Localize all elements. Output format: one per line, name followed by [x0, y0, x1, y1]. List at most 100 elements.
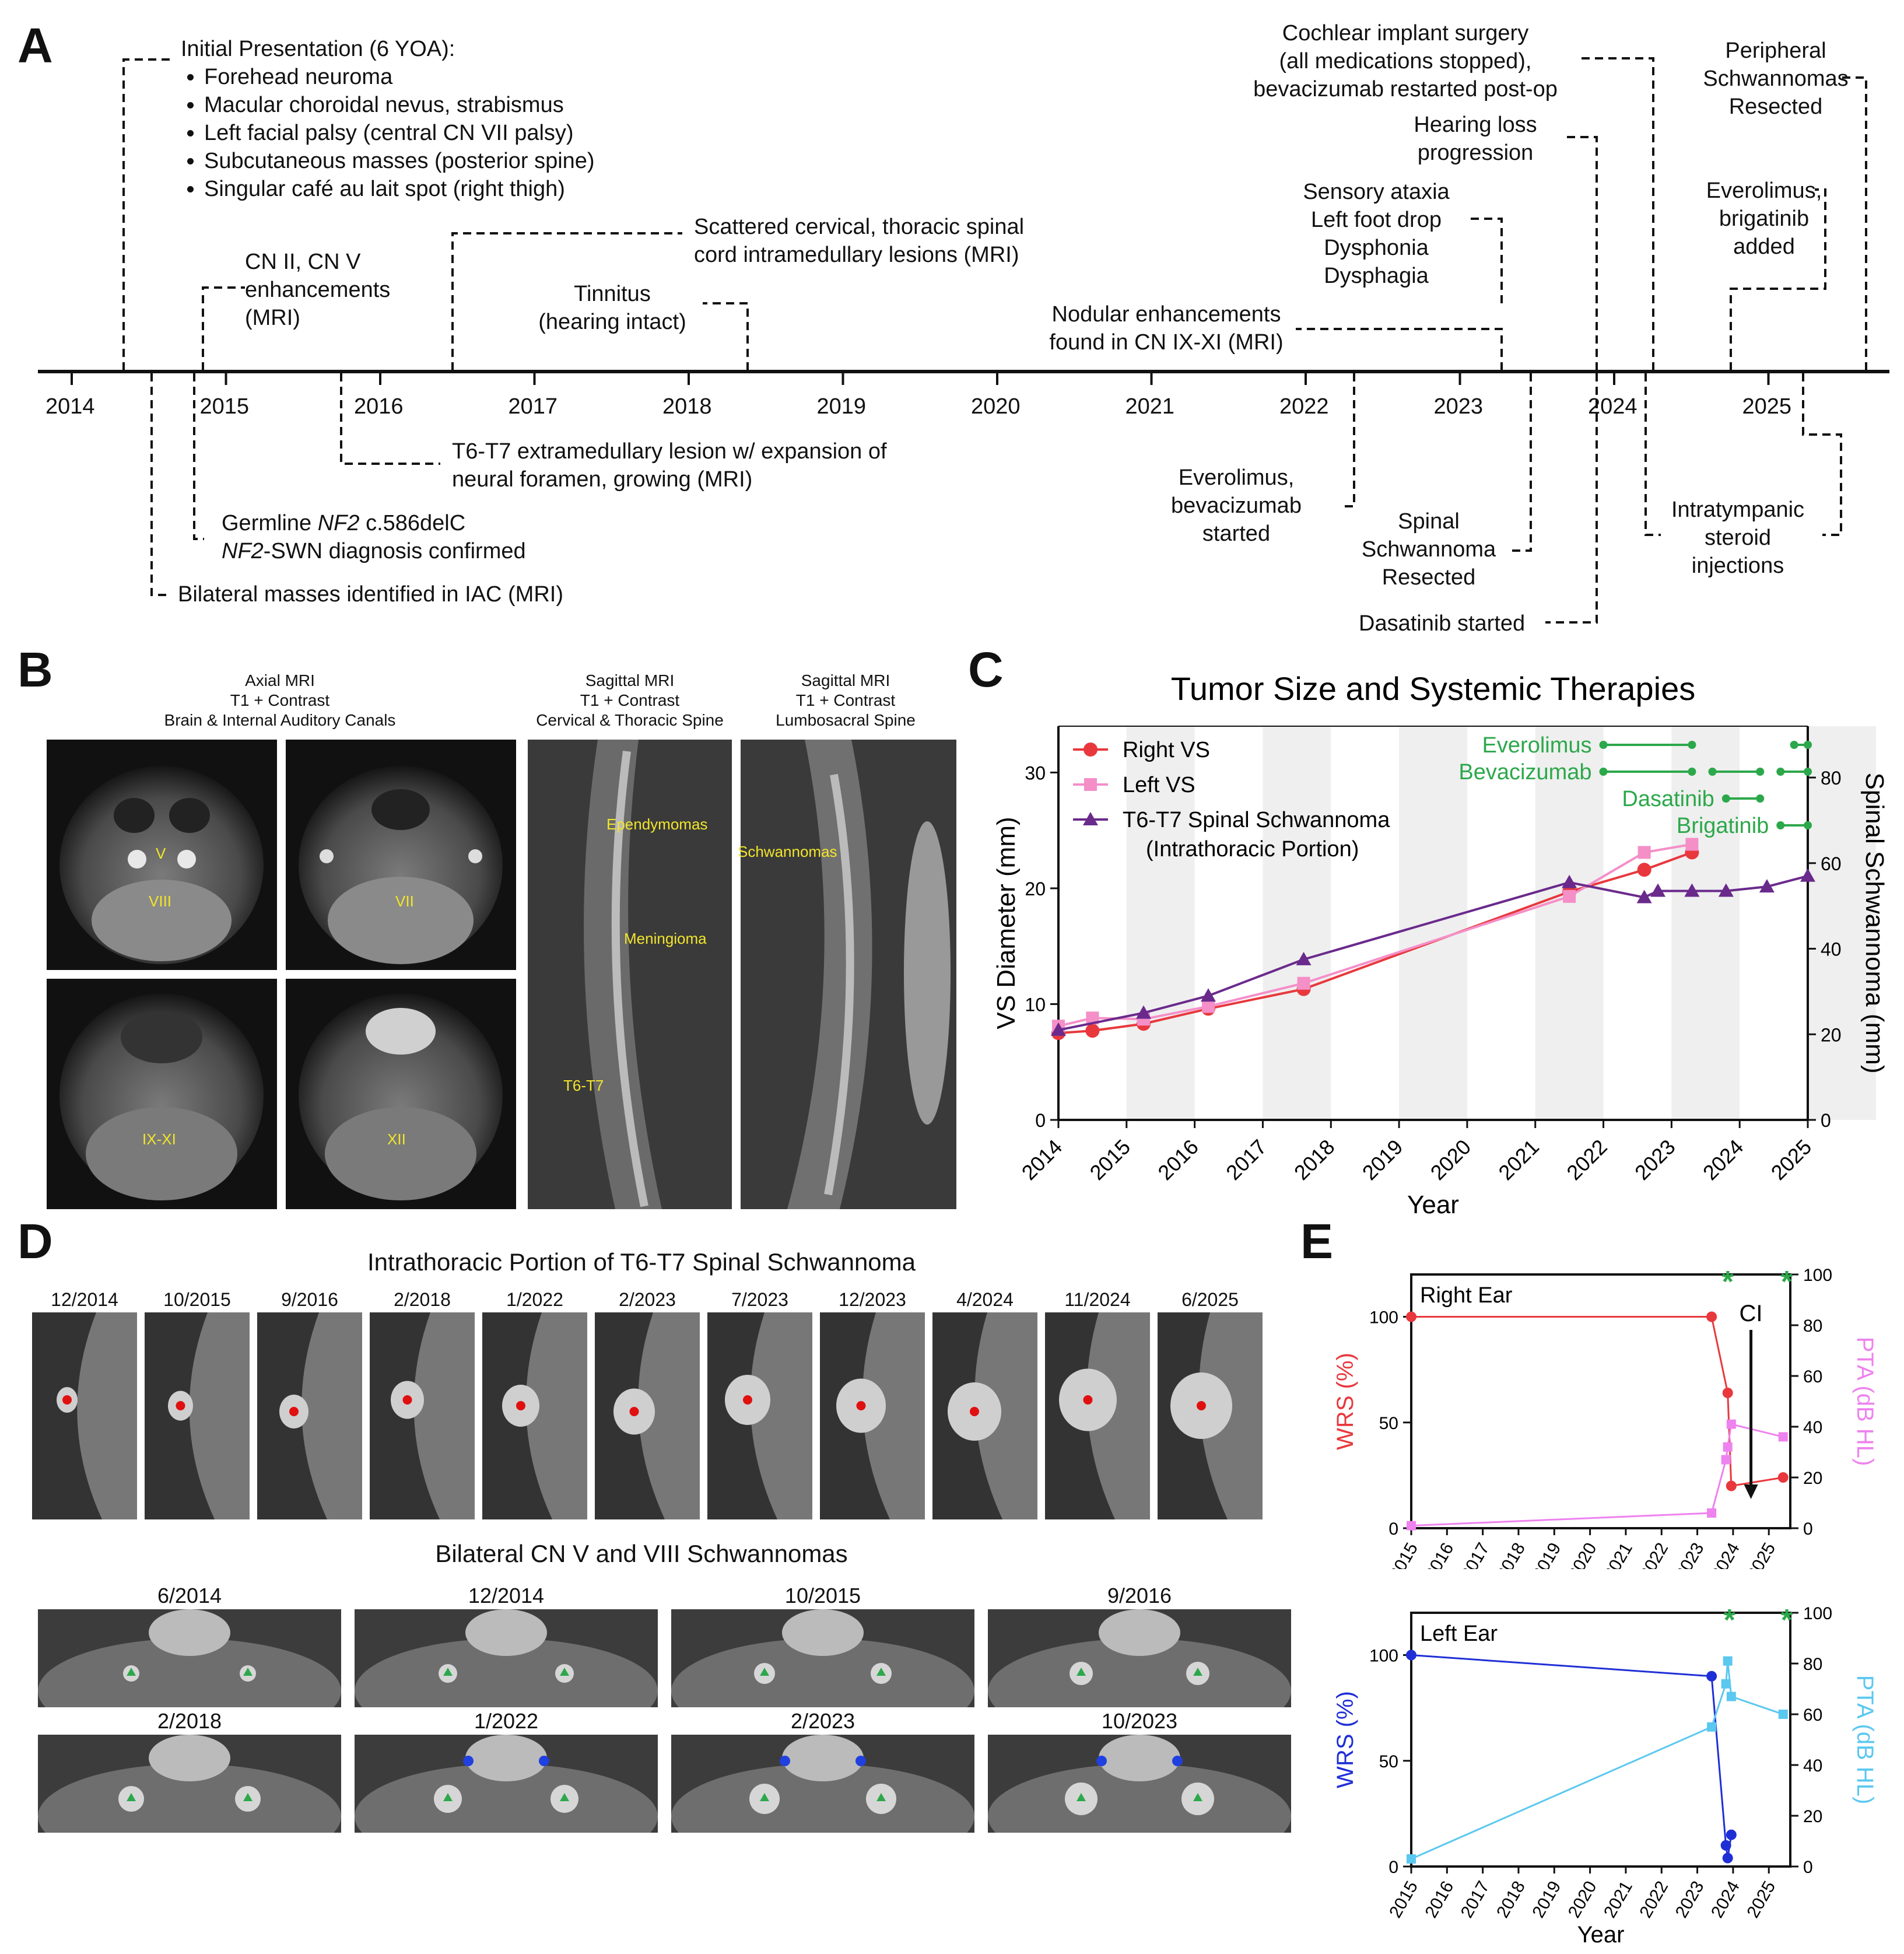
event-scattered-lesions: Scattered cervical, thoracic spinal cord…: [694, 213, 1024, 269]
tumor-marker: [516, 1401, 525, 1410]
x-tick-label: 2021: [1600, 1539, 1636, 1569]
text-span: -SWN diagnosis confirmed: [263, 539, 526, 563]
panel-d-title-cranial: Bilateral CN V and VIII Schwannomas: [435, 1540, 848, 1567]
tumor-marker: [1197, 1401, 1206, 1410]
data-point: [1636, 890, 1652, 904]
mri-caption-cervical: Sagittal MRI T1 + Contrast Cervical & Th…: [525, 671, 735, 730]
year-band: [1126, 726, 1195, 1120]
data-point: [1721, 1455, 1731, 1465]
x-tick-label: 2015: [1386, 1878, 1422, 1921]
cranial-scan-image: [988, 1735, 1291, 1833]
event-line: Nodular enhancements: [1051, 302, 1281, 327]
y-tick-label: 0: [1388, 1858, 1398, 1877]
y2-tick-label: 0: [1803, 1858, 1813, 1877]
event-line: Dysphagia: [1324, 264, 1429, 288]
scan-date: 9/2016: [281, 1289, 338, 1310]
event-intratympanic: Intratympanic steroid injections: [1656, 496, 1819, 580]
caption-line: T1 + Contrast: [230, 691, 330, 709]
data-point: [1777, 1472, 1789, 1483]
legend-label: T6-T7 Spinal Schwannoma: [1123, 808, 1390, 832]
caption-line: T1 + Contrast: [580, 691, 680, 709]
spinal-scan-image: [932, 1312, 1037, 1519]
data-point: [1085, 1024, 1100, 1038]
initial-item: Macular choroidal nevus, strabismus: [204, 91, 595, 119]
data-point: [1726, 1480, 1737, 1491]
y-axis-label: WRS (%): [1333, 1353, 1358, 1450]
x-tick-label: 2023: [1672, 1539, 1708, 1569]
spinal-scan-image: [1158, 1312, 1263, 1519]
label-schwannomas: Schwannomas: [738, 843, 837, 860]
event-line: Resected: [1381, 565, 1476, 590]
y2-tick-label: 40: [1821, 939, 1842, 960]
data-point: [1707, 1722, 1717, 1732]
tumor-marker: [970, 1407, 979, 1416]
x-tick-label: 2020: [1565, 1539, 1601, 1569]
scan-date: 6/2014: [157, 1584, 222, 1608]
mri-sagittal-cervical-image: [528, 740, 732, 1209]
caption-line: Cervical & Thoracic Spine: [536, 711, 724, 729]
event-line: brigatinib: [1719, 206, 1810, 231]
spinal-scan-image: [370, 1312, 475, 1519]
year-band: [1808, 726, 1876, 1120]
scan-date: 1/2022: [506, 1289, 563, 1310]
event-line: (hearing intact): [538, 310, 686, 334]
scan-date: 2/2023: [619, 1289, 676, 1310]
scan-date: 2/2018: [394, 1289, 451, 1310]
x-axis-label: Year: [1407, 1190, 1459, 1219]
event-sensory-ataxia: Sensory ataxia Left foot drop Dysphonia …: [1260, 178, 1493, 290]
event-nodular: Nodular enhancements found in CN IX-XI (…: [1032, 300, 1300, 356]
timeline-year: 2016: [354, 394, 404, 419]
ci-arrowhead: [1744, 1484, 1758, 1499]
caption-line: Sagittal MRI: [585, 671, 675, 689]
data-point: [1706, 1671, 1717, 1682]
label-cn-ix-xi: IX-XI: [142, 1130, 176, 1148]
y2-axis-label: Spinal Schwannoma (mm): [1860, 773, 1889, 1074]
x-tick-label: 2018: [1493, 1539, 1529, 1569]
event-line: CN II, CN V: [245, 250, 361, 274]
therapy-dot: [1756, 794, 1765, 803]
x-tick-label: 2016: [1153, 1134, 1203, 1185]
event-line: Everolimus,: [1706, 178, 1822, 203]
y2-tick-label: 60: [1803, 1367, 1822, 1386]
event-line: Bilateral masses identified in IAC (MRI): [178, 582, 563, 607]
event-line: Peripheral: [1725, 38, 1826, 63]
data-point: [1406, 1650, 1416, 1661]
scan-date: 10/2023: [1101, 1709, 1178, 1733]
mri-sagittal-lumbosacral-image: [741, 740, 956, 1209]
timeline-year: 2021: [1125, 394, 1175, 419]
panel-label-a: A: [17, 18, 53, 73]
event-line: bevacizumab restarted post-op: [1253, 77, 1558, 101]
cranial-scan-image: [988, 1609, 1291, 1707]
year-band: [1535, 726, 1604, 1120]
scan-date: 9/2016: [1107, 1584, 1172, 1608]
label-cn-vii: VII: [395, 892, 414, 910]
data-point: [1202, 1000, 1215, 1013]
initial-presentation-title: Initial Presentation (6 YOA):: [181, 37, 455, 61]
data-point: [1721, 1679, 1731, 1689]
event-line: Spinal: [1398, 509, 1460, 534]
cn8-marker: [876, 1793, 886, 1801]
therapy-dot: [1804, 821, 1812, 829]
cn5-marker: [1172, 1756, 1183, 1766]
series-line: [1058, 851, 1693, 1035]
initial-item: Left facial palsy (central CN VII palsy): [204, 119, 595, 147]
y-tick-label: 10: [1025, 994, 1046, 1015]
ci-annotation: CI: [1740, 1301, 1763, 1326]
label-cn-xii: XII: [387, 1130, 406, 1148]
event-line: Resected: [1728, 94, 1823, 119]
event-line: Sensory ataxia: [1303, 180, 1450, 204]
x-tick-label: 2020: [1565, 1878, 1601, 1921]
event-line: Germline NF2 c.586delC: [222, 509, 526, 537]
caption-line: T1 + Contrast: [795, 691, 896, 709]
label-cn-viii: VIII: [149, 892, 172, 910]
event-line: steroid: [1704, 526, 1772, 550]
scan-date: 6/2025: [1181, 1289, 1239, 1310]
legend-label: Left VS: [1123, 773, 1195, 797]
cn8-marker: [1193, 1793, 1202, 1801]
data-point: [1718, 883, 1734, 897]
data-point: [1650, 883, 1665, 897]
y2-tick-label: 0: [1821, 1110, 1831, 1131]
therapy-dot: [1804, 768, 1812, 776]
data-point: [1637, 863, 1651, 877]
